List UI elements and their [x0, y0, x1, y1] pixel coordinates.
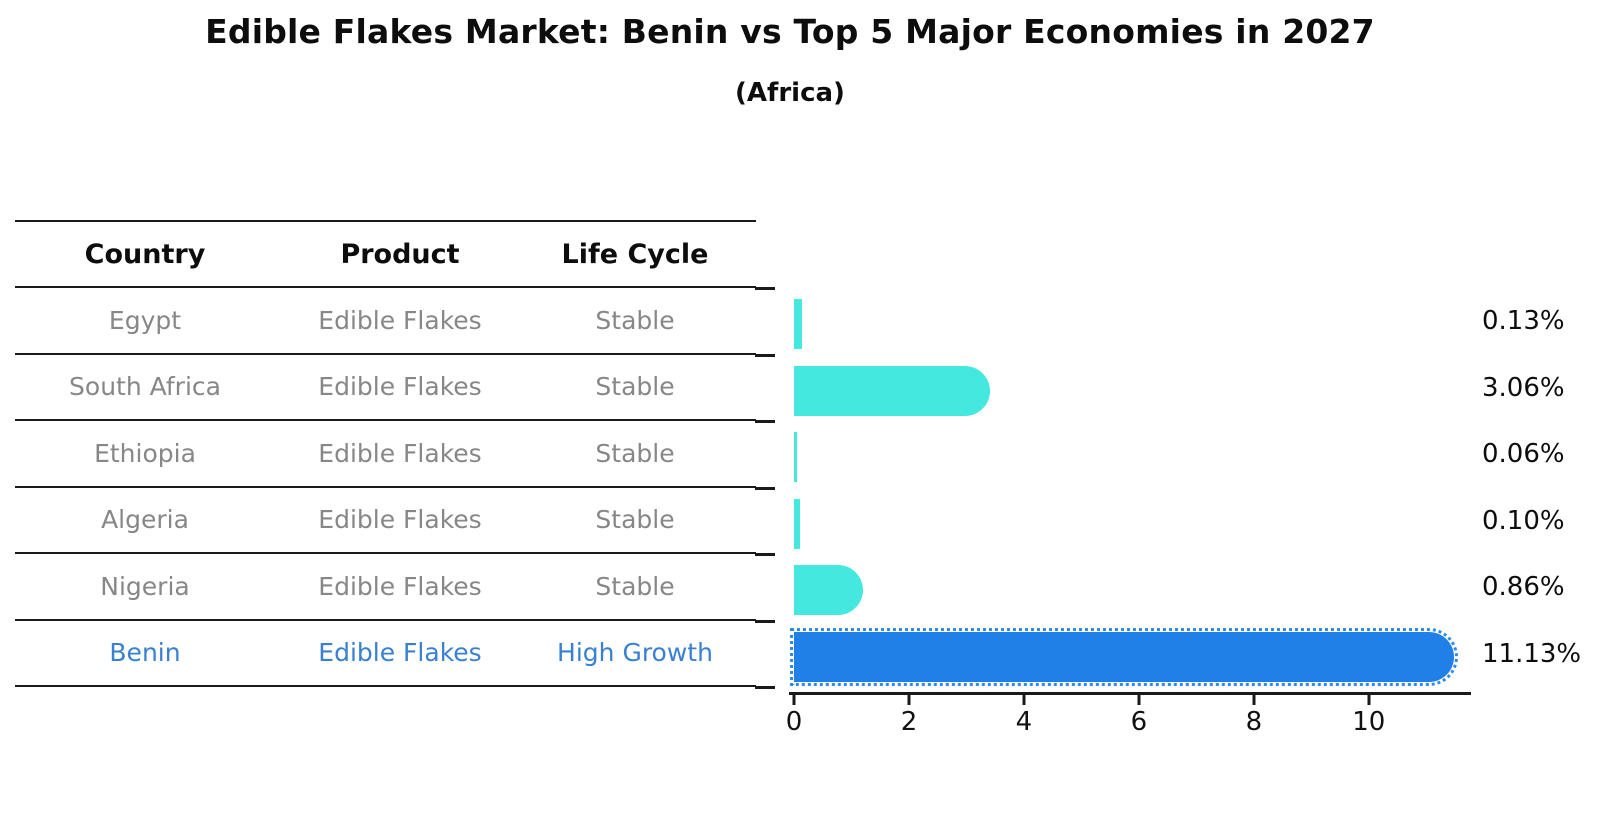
product-cell: Edible Flakes — [318, 638, 482, 668]
life-cycle-cell: High Growth — [557, 638, 713, 668]
life-cycle-cell: Stable — [595, 305, 675, 335]
x-axis-line — [789, 692, 1471, 695]
page-subtitle: (Africa) — [735, 78, 845, 108]
bar-value-label: 11.13% — [1482, 638, 1582, 669]
table-row: South Africa Edible Flakes Stable — [15, 355, 756, 421]
comparison-table: Country Product Life Cycle Egypt Edible … — [15, 220, 756, 687]
y-axis-tick — [755, 353, 775, 357]
country-cell: Benin — [109, 638, 181, 668]
country-cell: Egypt — [108, 305, 182, 335]
table-header-row: Country Product Life Cycle — [15, 220, 756, 288]
x-axis-tick-label: 6 — [1130, 707, 1148, 737]
product-cell: Edible Flakes — [318, 438, 482, 468]
bar — [794, 565, 864, 615]
x-axis-tick — [907, 695, 911, 705]
product-cell: Edible Flakes — [318, 305, 482, 335]
table-row: Ethiopia Edible Flakes Stable — [15, 421, 756, 488]
y-axis-tick — [755, 619, 775, 623]
country-cell: South Africa — [69, 372, 221, 402]
x-axis-tick-label: 4 — [1015, 707, 1033, 737]
bar — [794, 299, 802, 349]
table-row: Algeria Edible Flakes Stable — [15, 488, 756, 554]
bar-value-label: 0.86% — [1482, 572, 1565, 602]
x-axis-tick — [1137, 695, 1141, 705]
bar-row: 0.06% — [755, 420, 1565, 488]
column-header-country: Country — [84, 238, 206, 270]
x-axis-tick-label: 8 — [1245, 707, 1263, 737]
product-cell: Edible Flakes — [318, 372, 482, 402]
bar-row: 0.86% — [755, 553, 1565, 621]
bar-row: 11.13% — [755, 619, 1581, 688]
bar — [794, 498, 800, 549]
table-row: Nigeria Edible Flakes Stable — [15, 554, 756, 621]
life-cycle-cell: Stable — [595, 505, 675, 535]
page-title: Edible Flakes Market: Benin vs Top 5 Maj… — [205, 12, 1375, 51]
table-body: Egypt Edible Flakes Stable South Africa … — [15, 288, 756, 687]
bar-row: 3.06% — [755, 353, 1565, 422]
bar — [790, 627, 1458, 686]
bar-row: 0.13% — [755, 287, 1565, 355]
bar-row: 0.10% — [755, 486, 1565, 555]
column-header-product: Product — [340, 238, 460, 270]
y-axis-tick — [755, 486, 775, 490]
x-axis-tick-label: 10 — [1352, 707, 1386, 737]
x-axis-tick-label: 2 — [900, 707, 918, 737]
bar-value-label: 0.06% — [1482, 439, 1565, 469]
bar-value-label: 0.13% — [1482, 306, 1565, 336]
x-axis-tick — [1022, 695, 1026, 705]
country-cell: Algeria — [101, 505, 189, 535]
bar — [794, 432, 798, 482]
x-axis-tick — [1367, 695, 1371, 705]
bar-value-label: 3.06% — [1482, 372, 1565, 403]
product-cell: Edible Flakes — [318, 505, 482, 535]
life-cycle-cell: Stable — [595, 571, 675, 601]
y-axis-tick — [755, 686, 775, 689]
country-cell: Ethiopia — [94, 438, 196, 468]
country-cell: Nigeria — [100, 571, 190, 601]
y-axis-tick — [755, 420, 775, 423]
life-cycle-cell: Stable — [595, 438, 675, 468]
x-axis-tick-label: 0 — [785, 707, 803, 737]
bar — [794, 365, 990, 416]
bar-value-label: 0.10% — [1482, 505, 1565, 536]
table-row: Benin Edible Flakes High Growth — [15, 621, 756, 687]
y-axis-tick — [755, 287, 775, 290]
y-axis-tick — [755, 553, 775, 556]
product-cell: Edible Flakes — [318, 571, 482, 601]
table-row: Egypt Edible Flakes Stable — [15, 288, 756, 355]
x-axis-tick — [792, 695, 796, 705]
life-cycle-cell: Stable — [595, 372, 675, 402]
column-header-life-cycle: Life Cycle — [561, 238, 709, 270]
bar-plot: 0.13% 3.06% 0.06% 0.10% 0.86% 11.13 — [755, 287, 1581, 737]
x-axis-tick — [1252, 695, 1256, 705]
